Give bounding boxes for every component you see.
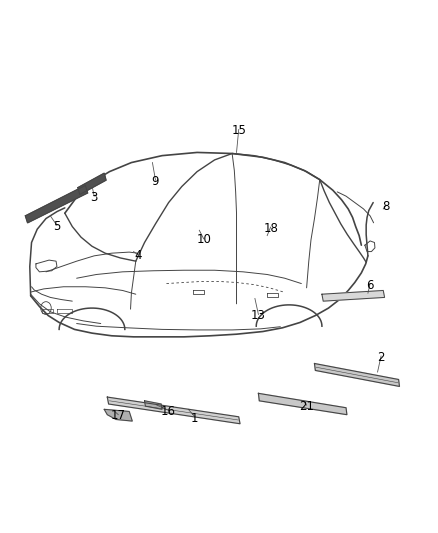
Text: 10: 10 <box>196 233 211 246</box>
Polygon shape <box>258 393 347 415</box>
Polygon shape <box>78 173 106 195</box>
Polygon shape <box>314 364 399 386</box>
Text: 1: 1 <box>191 412 199 425</box>
Text: 8: 8 <box>383 200 390 213</box>
Polygon shape <box>107 397 240 424</box>
Text: 9: 9 <box>152 175 159 188</box>
Text: 21: 21 <box>299 400 314 413</box>
Text: 18: 18 <box>263 222 278 235</box>
Text: 6: 6 <box>366 279 374 292</box>
Text: 15: 15 <box>231 124 246 137</box>
Text: 5: 5 <box>53 220 60 233</box>
Text: 17: 17 <box>111 409 126 422</box>
Polygon shape <box>25 185 88 223</box>
Polygon shape <box>322 290 385 301</box>
Text: 2: 2 <box>377 351 385 364</box>
Text: 4: 4 <box>134 249 142 262</box>
Text: 13: 13 <box>251 309 266 322</box>
Text: 16: 16 <box>161 405 176 418</box>
Polygon shape <box>104 409 132 421</box>
Polygon shape <box>145 401 162 409</box>
Text: 3: 3 <box>91 191 98 204</box>
